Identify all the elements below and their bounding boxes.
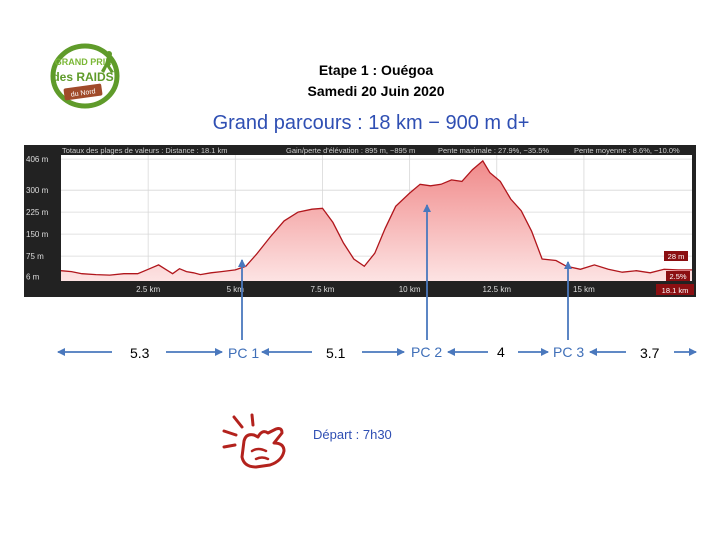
elevation-chart: Totaux des plages de valeurs : Distance …: [24, 145, 696, 297]
segment-distance-3: 4: [497, 344, 505, 360]
y-tick-label: 75 m: [26, 252, 44, 261]
segment-distance-1: 5.3: [130, 345, 150, 361]
checkpoint-pc3: PC 3: [553, 344, 585, 360]
y-tick-label: 406 m: [26, 155, 49, 164]
elevation-area: [61, 160, 692, 281]
stat-totals: Totaux des plages de valeurs : Distance …: [62, 146, 228, 155]
x-tick-label: 5 km: [227, 285, 245, 294]
y-tick-label: 225 m: [26, 208, 49, 217]
hand-sign-icon: [222, 413, 286, 469]
x-tick-label: 7.5 km: [310, 285, 334, 294]
logo-text-mid: des RAIDS: [52, 70, 113, 84]
logo-text-bottom: du Nord: [70, 88, 96, 98]
segment-distance-2: 5.1: [326, 345, 346, 361]
x-tick-label: 10 km: [399, 285, 421, 294]
race-logo: GRAND PRIX des RAIDS du Nord: [50, 43, 120, 109]
segment-distance-4: 3.7: [640, 345, 660, 361]
checkpoint-pc2: PC 2: [411, 344, 443, 360]
logo-text-top: GRAND PRIX: [55, 57, 112, 67]
stats-bar: Totaux des plages de valeurs : Distance …: [62, 146, 680, 155]
stat-max-slope: Pente maximale : 27.9%, −35.5%: [438, 146, 549, 155]
x-tick-label: 12.5 km: [483, 285, 512, 294]
runner-icon: [101, 51, 114, 73]
y-tick-label: 150 m: [26, 230, 49, 239]
course-subtitle: Grand parcours : 18 km − 900 m d+: [212, 112, 530, 134]
end-slope-label: 2.5%: [669, 272, 686, 281]
end-elevation-label: 28 m: [668, 252, 685, 261]
page-title: Etape 1 : Ouégoa: [318, 62, 434, 78]
stat-gain: Gain/perte d'élévation : 895 m, −895 m: [286, 146, 415, 155]
checkpoint-pc1: PC 1: [228, 345, 260, 361]
page-date: Samedi 20 Juin 2020: [307, 83, 445, 99]
stat-avg-slope: Pente moyenne : 8.6%, −10.0%: [574, 146, 680, 155]
elevation-line: [60, 159, 692, 276]
y-tick-label: 6 m: [26, 272, 40, 281]
start-time: Départ : 7h30: [313, 427, 392, 442]
x-tick-label: 15 km: [573, 285, 595, 294]
end-labels: 28 m 2.5% 18.1 km: [656, 251, 694, 295]
y-tick-label: 300 m: [26, 186, 49, 195]
end-distance-label: 18.1 km: [662, 286, 689, 295]
x-tick-label: 2.5 km: [136, 285, 160, 294]
